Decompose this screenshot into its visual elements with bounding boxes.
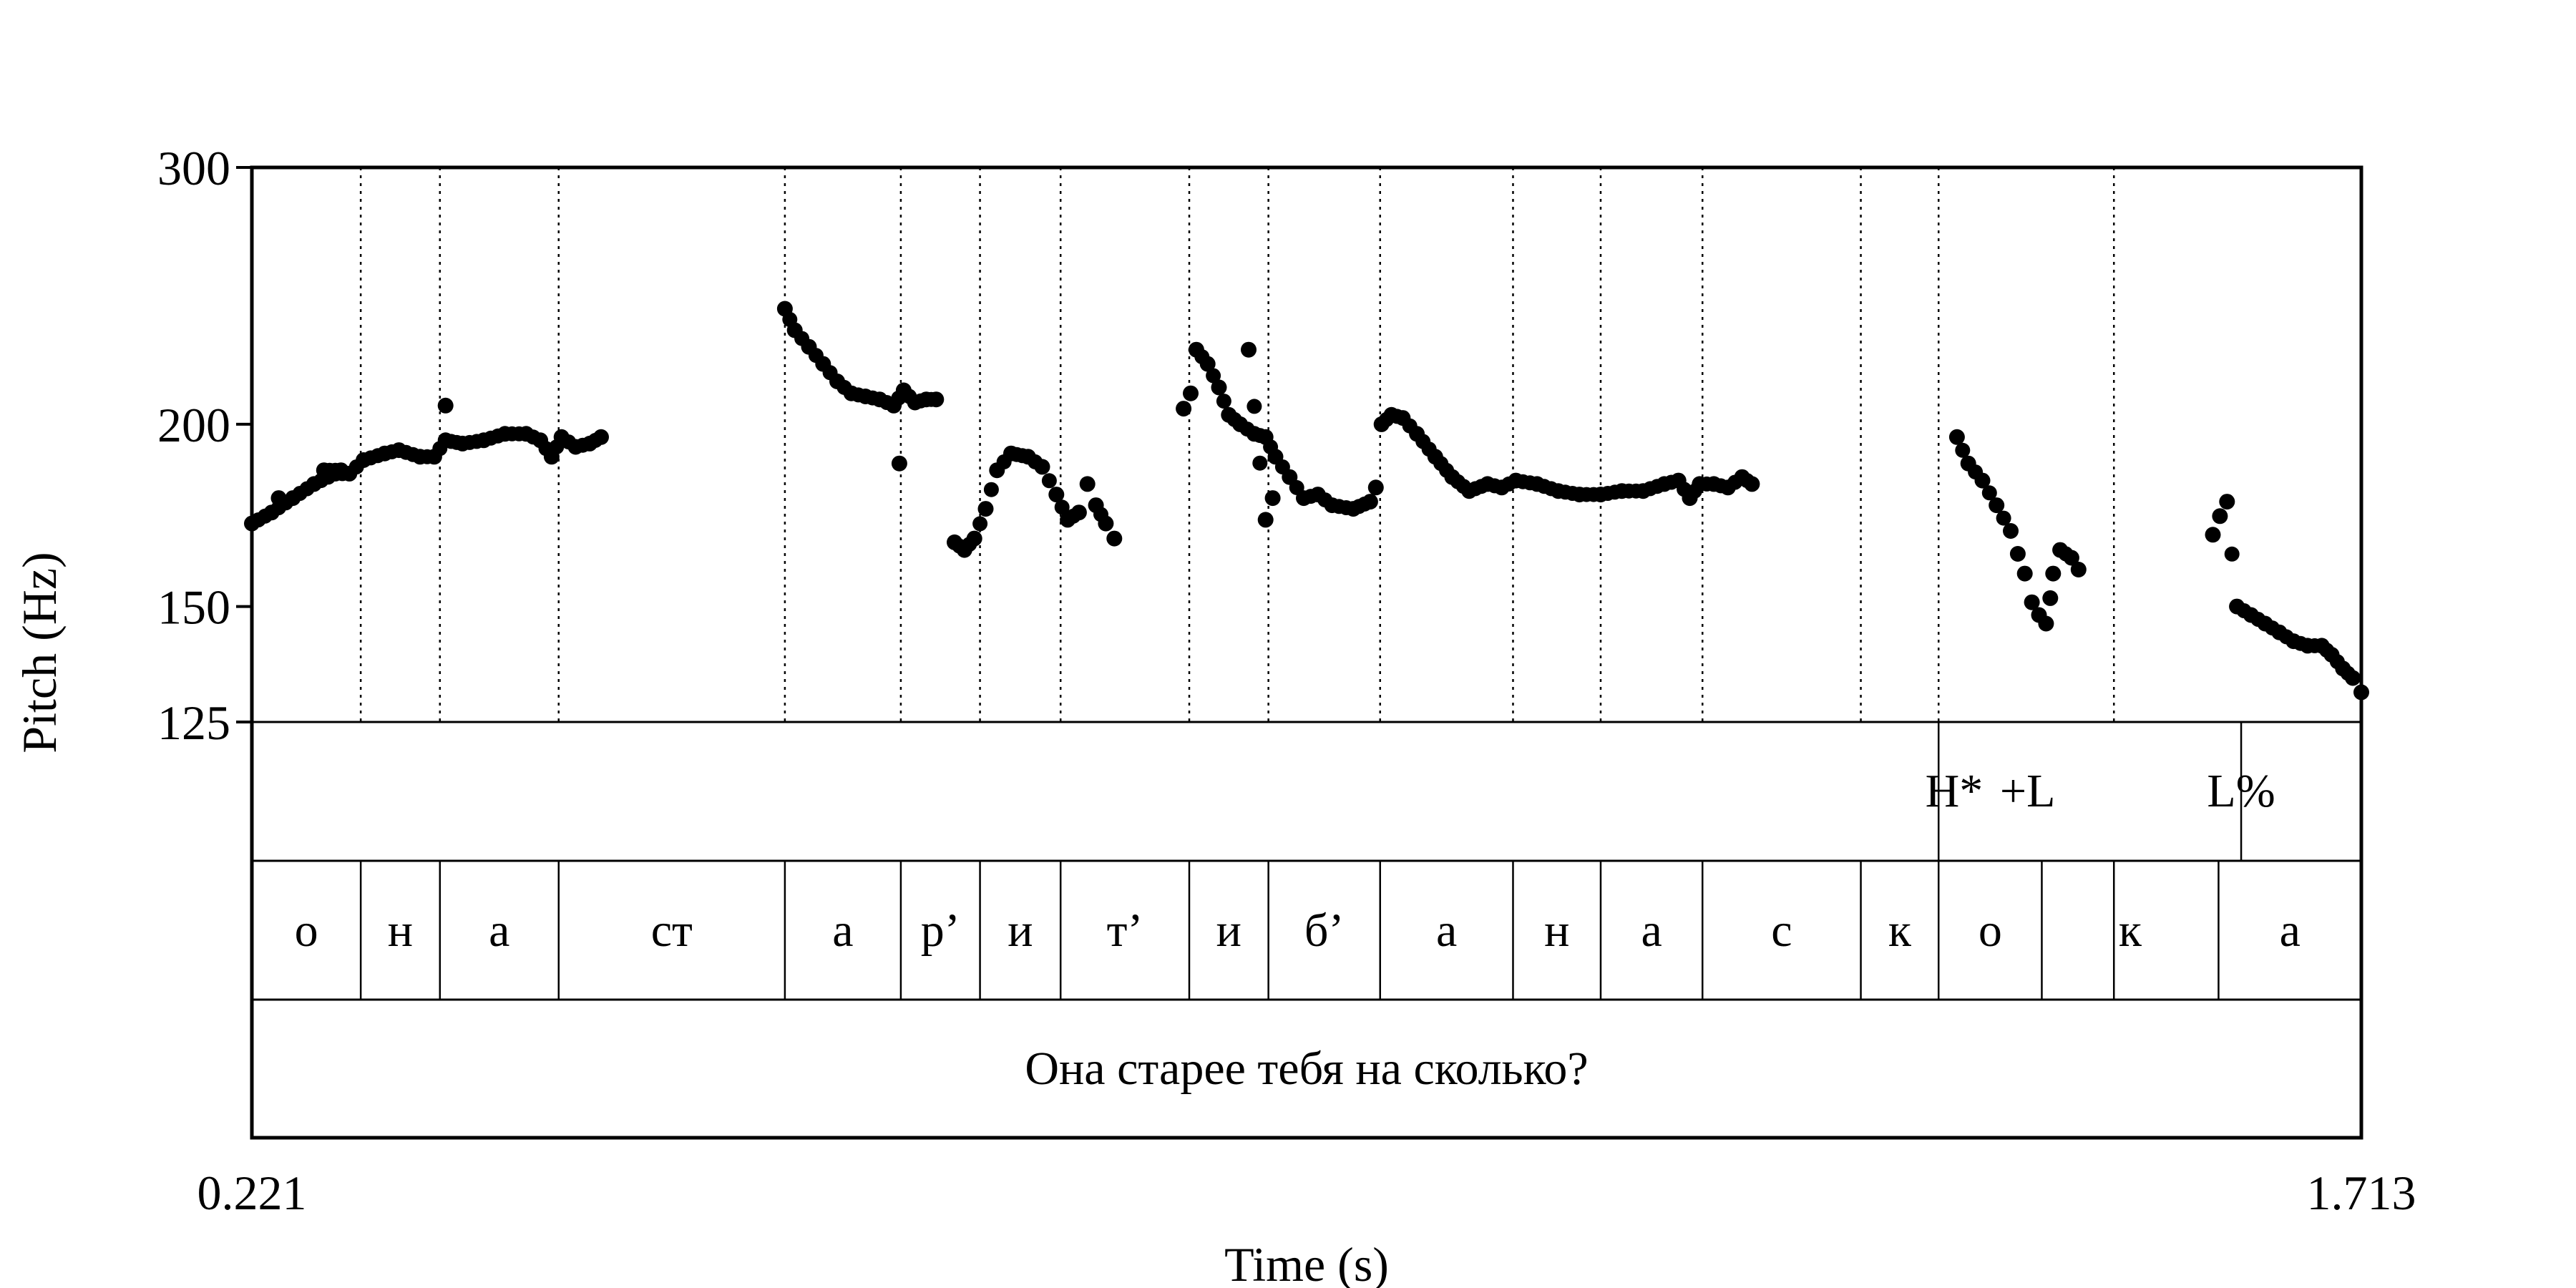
segment-label: н: [388, 904, 413, 957]
pitch-point: [1744, 476, 1760, 492]
pitch-point: [2063, 550, 2079, 566]
pitch-point: [1989, 497, 2005, 514]
pitch-point: [2009, 546, 2026, 562]
pitch-point: [966, 530, 982, 547]
pitch-point: [1241, 341, 1257, 358]
segment-label: и: [1216, 904, 1241, 957]
pitch-point: [1106, 530, 1123, 547]
pitch-point: [1041, 473, 1057, 489]
pitch-point: [1034, 459, 1050, 475]
pitch-point: [2224, 546, 2240, 562]
x-tick-label-start: 0.221: [197, 1166, 307, 1220]
segment-label: а: [1436, 904, 1457, 957]
pitch-point: [1048, 487, 1065, 503]
pitch-point: [1996, 510, 2011, 526]
pitch-point: [2219, 494, 2235, 510]
pitch-point: [1098, 515, 1114, 532]
pitch-point: [1176, 401, 1192, 417]
segment-boundaries: [359, 167, 2243, 1000]
pitch-point: [1974, 472, 1991, 489]
segment-label: к: [1888, 904, 1912, 957]
segment-label: н: [1544, 904, 1569, 957]
pitch-point: [2024, 594, 2040, 610]
pitch-point: [1252, 455, 1268, 471]
pitch-point: [1955, 442, 1971, 458]
pitch-point: [977, 501, 994, 517]
segment-label: о: [295, 904, 318, 957]
pitch-point: [1206, 368, 1221, 384]
pitch-point: [1362, 494, 1378, 510]
y-tick-label: 300: [157, 141, 230, 195]
segment-label: а: [832, 904, 853, 957]
pitch-point: [891, 455, 907, 472]
segment-label: и: [1008, 904, 1033, 957]
pitch-point: [593, 429, 609, 445]
x-axis-label: Time (s): [1224, 1237, 1389, 1288]
pitch-point: [1367, 479, 1384, 496]
pitch-point: [333, 462, 349, 479]
tone-label: H*: [1926, 765, 1984, 817]
segment-label: а: [2280, 904, 2301, 957]
pitch-point: [1211, 379, 1227, 396]
pitch-point: [1981, 485, 1997, 501]
pitch-point: [1070, 504, 1087, 521]
segment-label: р’: [921, 904, 960, 957]
pitch-point: [1216, 394, 1231, 409]
segment-label: к: [2119, 904, 2142, 957]
pitch-point: [1054, 499, 1070, 515]
pitch-point: [270, 490, 287, 507]
pitch-point: [1079, 476, 1096, 492]
tone-label: +L: [2000, 765, 2056, 817]
segment-label: с: [1771, 904, 1792, 957]
x-tick-label-end: 1.713: [2307, 1166, 2416, 1220]
y-axis: 125 150 200 300: [157, 141, 252, 750]
pitch-point: [2070, 562, 2087, 577]
pitch-point: [2038, 615, 2054, 632]
segment-label: а: [1641, 904, 1662, 957]
pitch-point: [2016, 565, 2033, 582]
pitch-point: [1183, 385, 1199, 401]
y-axis-label: Pitch (Hz): [12, 552, 67, 753]
plot-frame: [250, 165, 2363, 1140]
picture-border: [250, 165, 2363, 1140]
segment-label: а: [489, 904, 509, 957]
y-tick-label: 200: [157, 398, 230, 452]
pitch-point: [1264, 490, 1281, 507]
annotation-tiers: H* +L L% о н а ст а р’ и т’ и б’ а н а с к о к а: [295, 765, 2301, 957]
pitch-points: [244, 301, 2369, 701]
pitch-point: [1246, 399, 1262, 414]
segment-label: о: [1979, 904, 2002, 957]
pitch-point: [983, 482, 999, 497]
sentence-tier-label: Она старее тебя на сколько?: [1025, 1043, 1588, 1095]
pitch-point: [2045, 565, 2062, 582]
pitch-point: [2042, 590, 2059, 606]
pitch-point: [972, 516, 988, 532]
y-tick-label: 125: [157, 696, 230, 750]
segment-label: т’: [1107, 904, 1143, 957]
y-tick-label: 150: [157, 580, 230, 635]
pitch-point: [1257, 512, 1274, 528]
pitch-point: [2205, 527, 2221, 543]
pitch-point: [2345, 670, 2361, 686]
pitch-point: [1199, 356, 1216, 372]
pitch-point: [437, 397, 454, 414]
pitch-point: [2003, 523, 2019, 539]
pitch-point: [928, 391, 945, 408]
pitch-point: [1948, 429, 1965, 445]
tone-label: L%: [2207, 765, 2275, 817]
segment-label: б’: [1304, 904, 1345, 957]
pitch-point: [2212, 508, 2228, 525]
segment-label: ст: [651, 904, 693, 957]
